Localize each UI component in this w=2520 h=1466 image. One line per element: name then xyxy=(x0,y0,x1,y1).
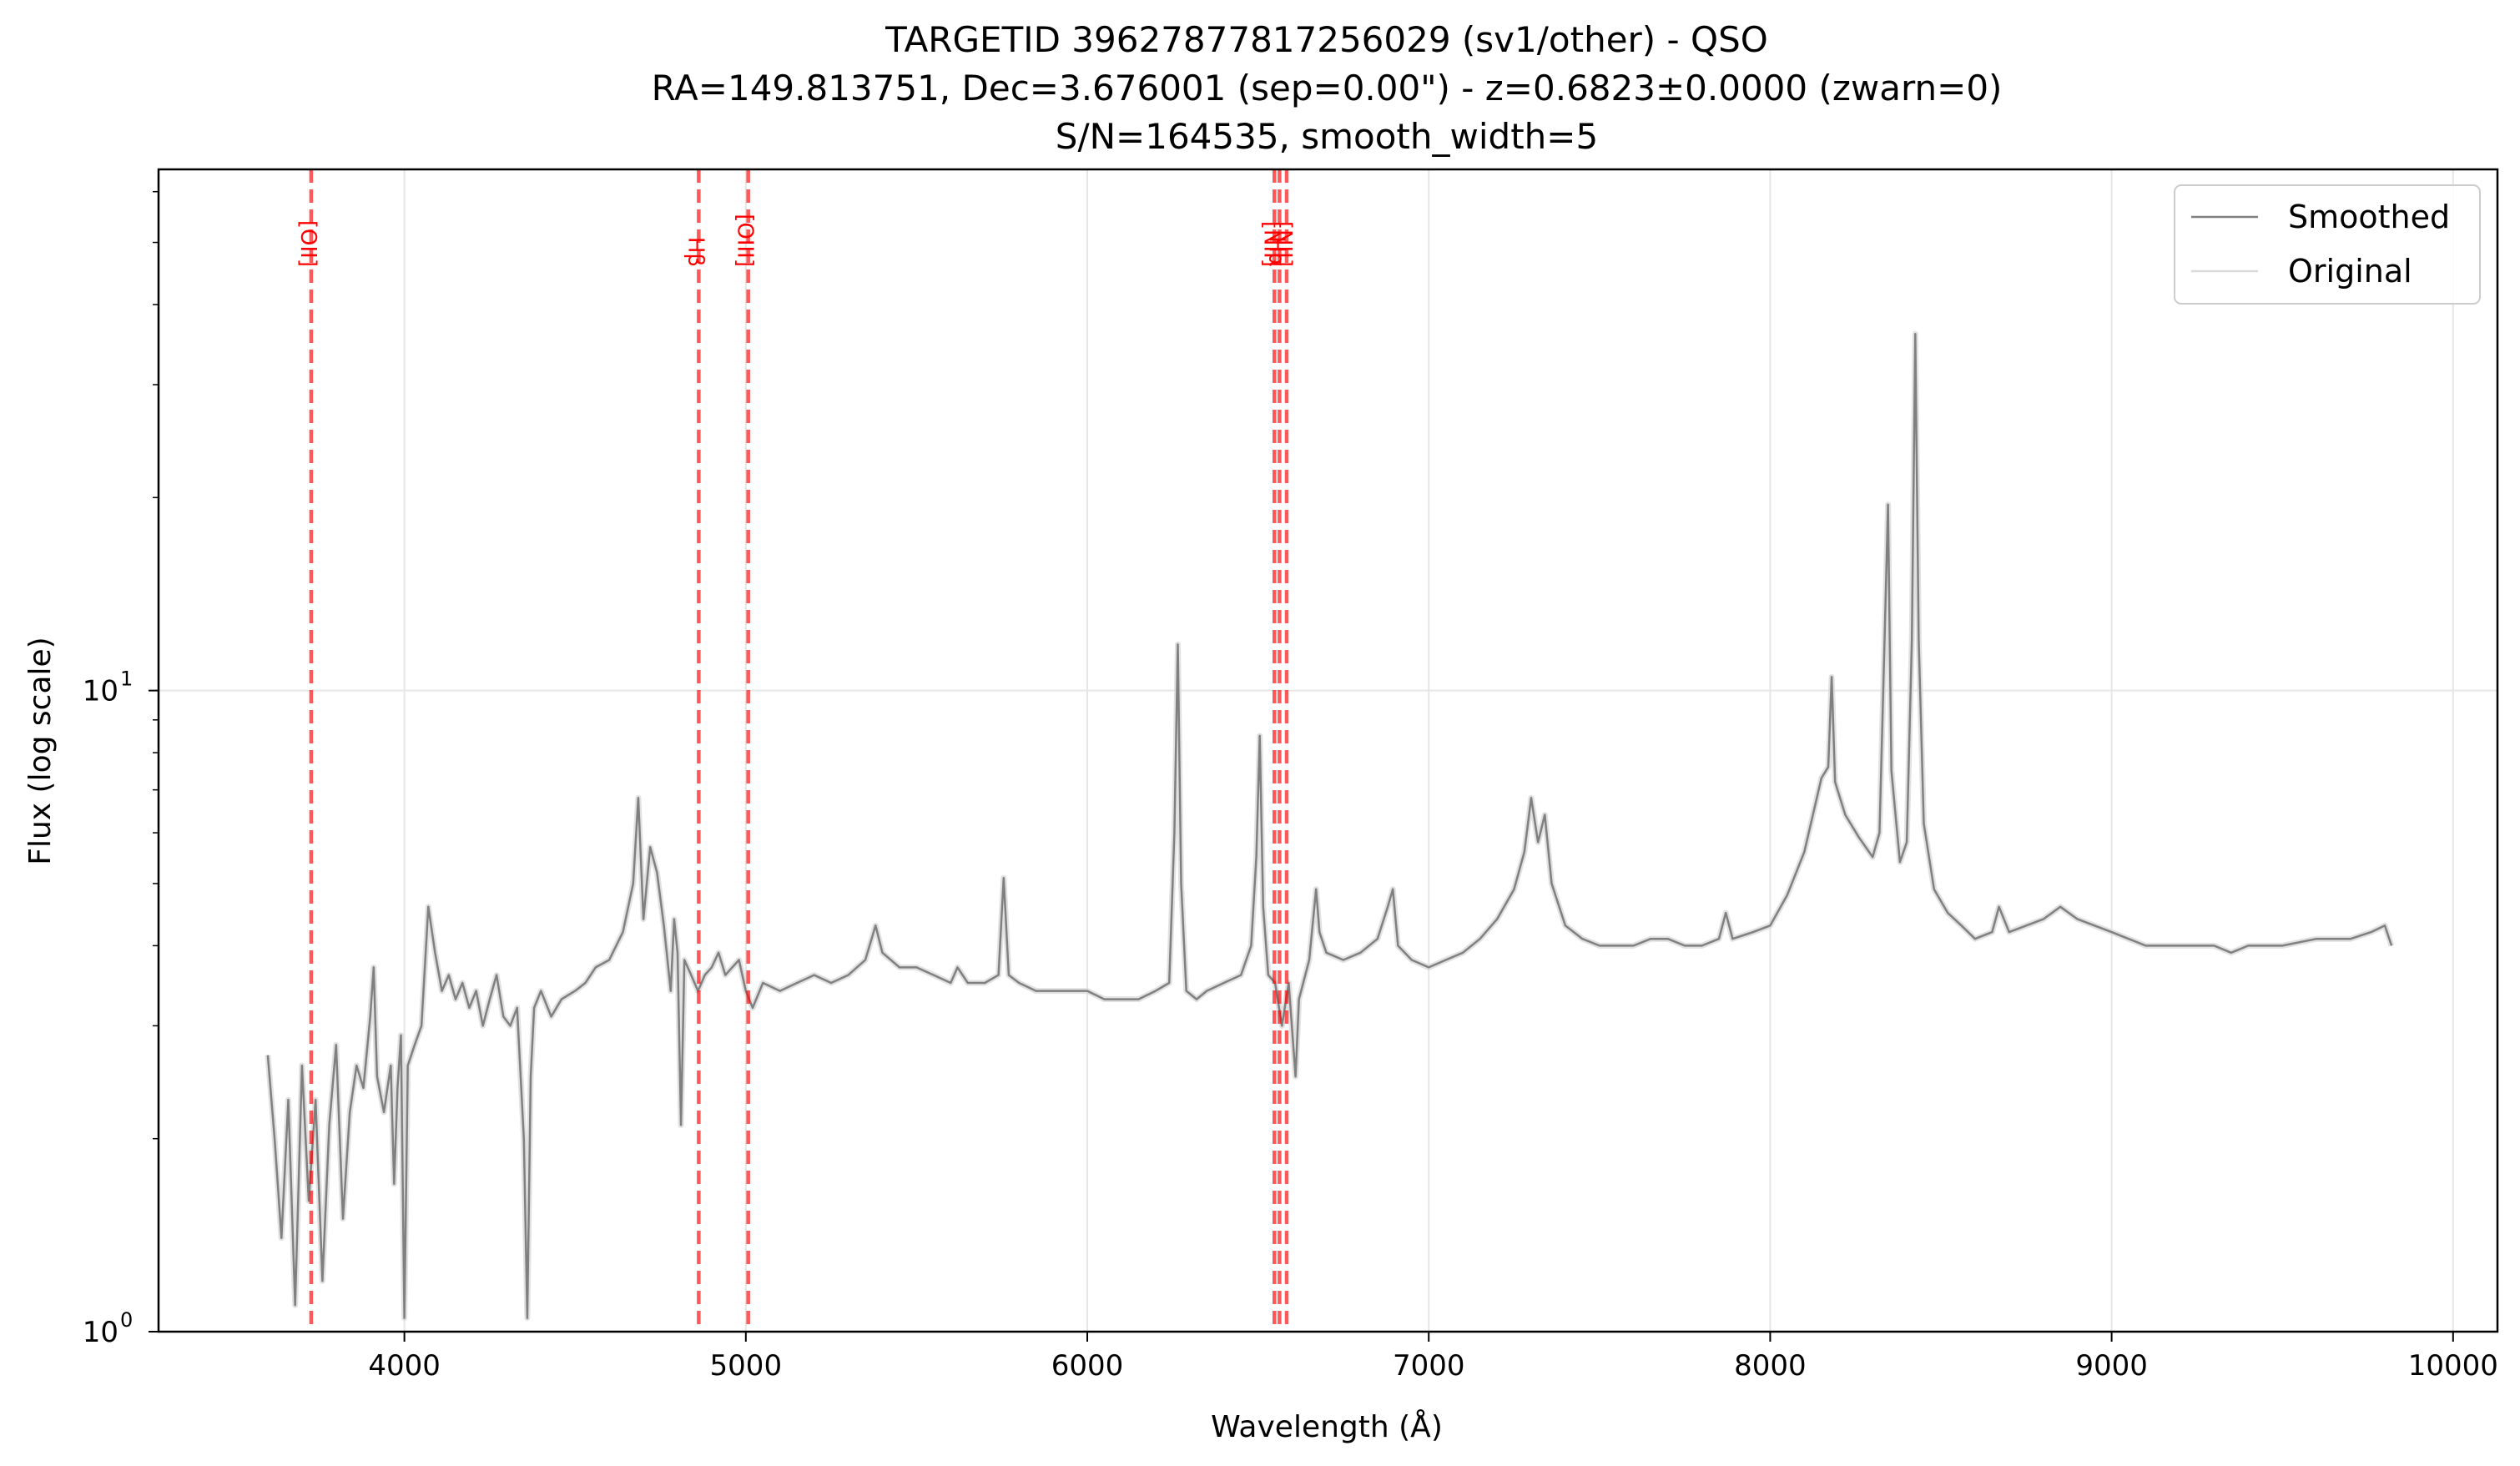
legend-box xyxy=(2174,184,2481,305)
emission-line-label: Hα xyxy=(1263,236,1288,267)
legend-label-original: Original xyxy=(2288,253,2412,290)
x-tick-label: 6000 xyxy=(1051,1349,1124,1383)
smoothed-series xyxy=(266,332,2393,1319)
x-tick-label: 9000 xyxy=(2075,1349,2148,1383)
x-tick-label: 10000 xyxy=(2408,1349,2498,1383)
plot-area xyxy=(159,169,2497,1332)
title-line-2: RA=149.813751, Dec=3.676001 (sep=0.00") … xyxy=(652,68,2003,108)
plot-frame xyxy=(157,168,2499,1333)
x-tick-label: 4000 xyxy=(368,1349,441,1383)
legend: Smoothed Original xyxy=(2174,184,2481,305)
x-tick-label: 5000 xyxy=(710,1349,783,1383)
emission-line-label: Hβ xyxy=(683,237,708,267)
y-tick-exponent: 1 xyxy=(120,668,133,691)
y-tick-exponent: 0 xyxy=(120,1308,133,1332)
x-tick-label: 8000 xyxy=(1734,1349,1807,1383)
chart-title: TARGETID 39627877817256029 (sv1/other) -… xyxy=(652,19,2003,157)
y-tick-label: 10 xyxy=(83,1316,118,1349)
emission-line-label: [NII] xyxy=(1271,221,1296,267)
x-axis-ticks: 4000 5000 6000 7000 8000 9000 10000 xyxy=(368,1332,2498,1383)
y-axis-label: Flux (log scale) xyxy=(23,637,58,864)
x-axis-label: Wavelength (Å) xyxy=(1211,1408,1443,1444)
y-tick-label: 10 xyxy=(83,675,118,708)
emission-lines: [OII] Hβ [OIII] [NII]Hα[NII] xyxy=(295,169,1296,1332)
x-tick-label: 7000 xyxy=(1393,1349,1465,1383)
emission-line-label: [OIII] xyxy=(733,214,758,267)
legend-label-smoothed: Smoothed xyxy=(2288,199,2450,235)
smoothed-line xyxy=(266,332,2393,1319)
emission-line-label: [OII] xyxy=(295,220,320,267)
title-line-1: TARGETID 39627877817256029 (sv1/other) -… xyxy=(885,19,1768,60)
title-line-3: S/N=164535, smooth_width=5 xyxy=(1056,116,1598,157)
grid xyxy=(159,169,2497,1332)
